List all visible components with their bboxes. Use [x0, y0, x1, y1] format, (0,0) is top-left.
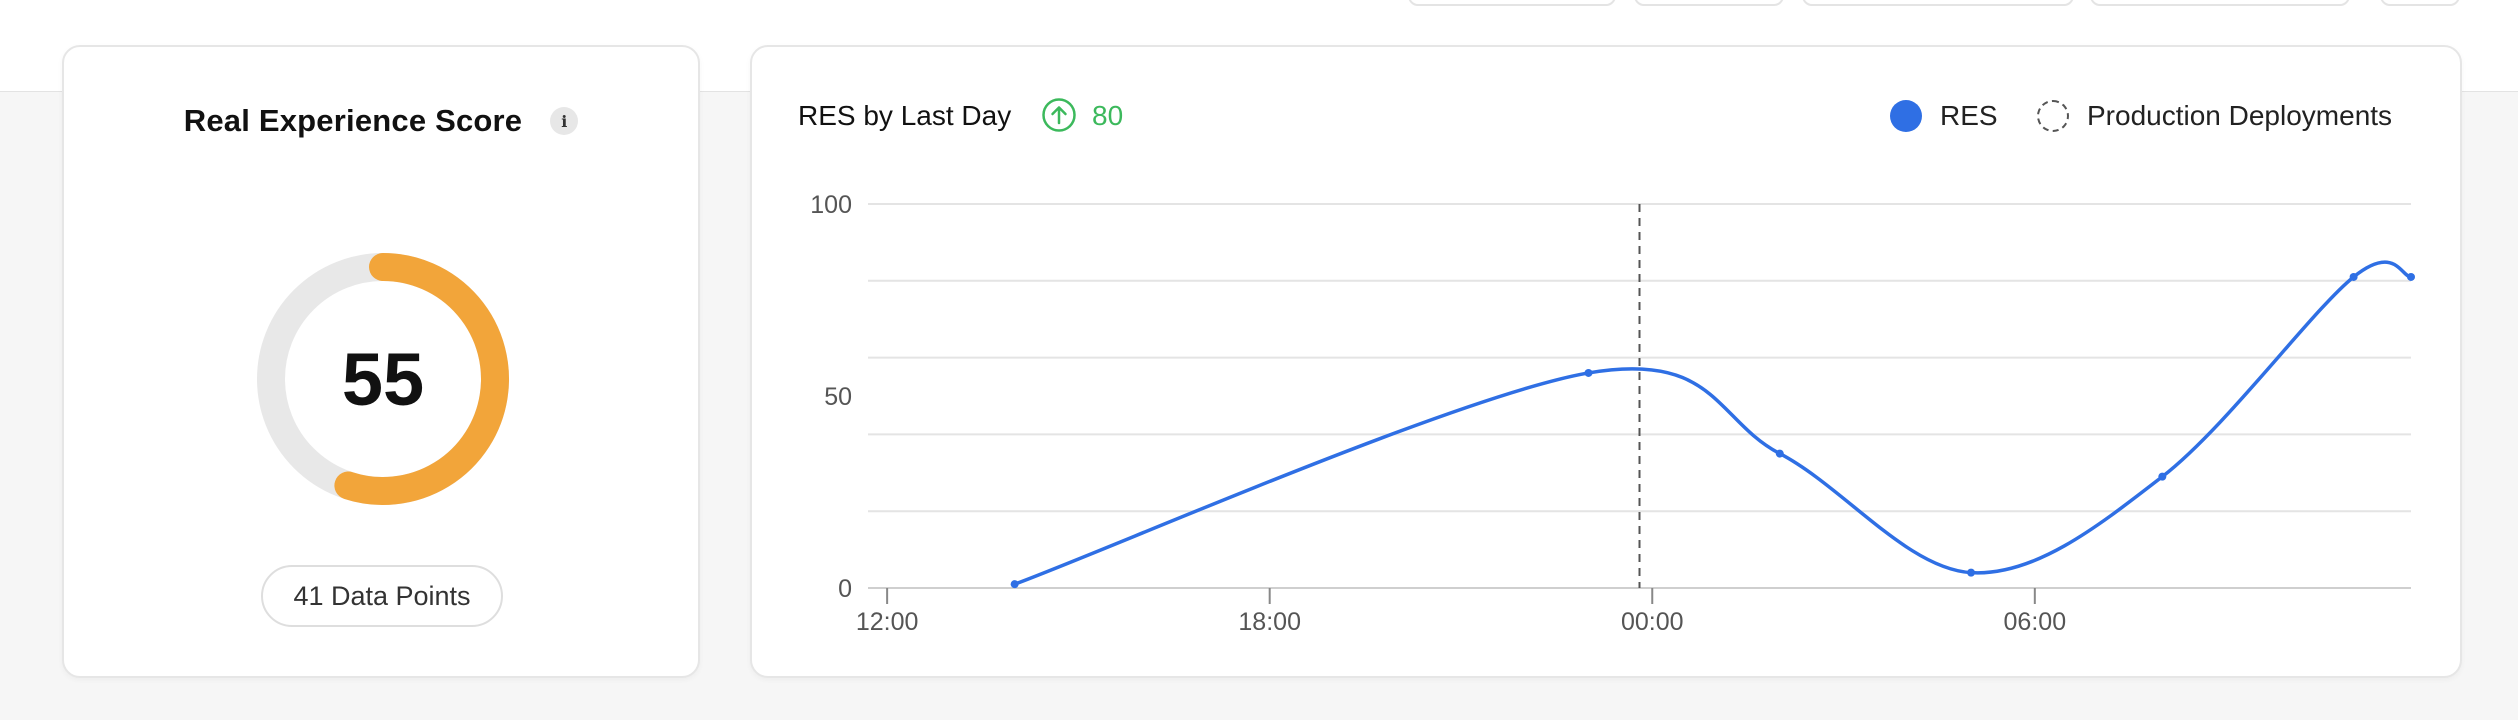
chart-title: RES by Last Day	[798, 100, 1011, 132]
legend-label-res: RES	[1940, 100, 1998, 132]
series-line-res	[1015, 262, 2411, 584]
data-point	[2350, 273, 2358, 281]
x-tick-label: 18:00	[1238, 608, 1301, 636]
legend-item-production-deployments[interactable]: Production Deployments	[2037, 100, 2392, 132]
trend-value: 80	[1092, 100, 1123, 132]
arrow-up-circle-icon	[1041, 97, 1077, 133]
x-tick-label: 06:00	[2004, 608, 2067, 636]
x-tick-label: 00:00	[1621, 608, 1684, 636]
y-tick-label: 0	[838, 575, 852, 603]
data-point	[1584, 369, 1592, 377]
filled-dot-icon	[1890, 100, 1922, 132]
data-point	[1011, 580, 1019, 588]
data-point	[2158, 473, 2166, 481]
legend-label-production-deployments: Production Deployments	[2087, 100, 2392, 132]
data-point	[1776, 450, 1784, 458]
y-tick-label: 100	[810, 191, 852, 219]
dashed-circle-icon	[2037, 100, 2069, 132]
y-tick-label: 50	[824, 383, 852, 411]
legend-item-res[interactable]: RES	[1890, 100, 1998, 132]
data-point	[1967, 569, 1975, 577]
data-point	[2407, 273, 2415, 281]
x-tick-label: 12:00	[856, 608, 919, 636]
